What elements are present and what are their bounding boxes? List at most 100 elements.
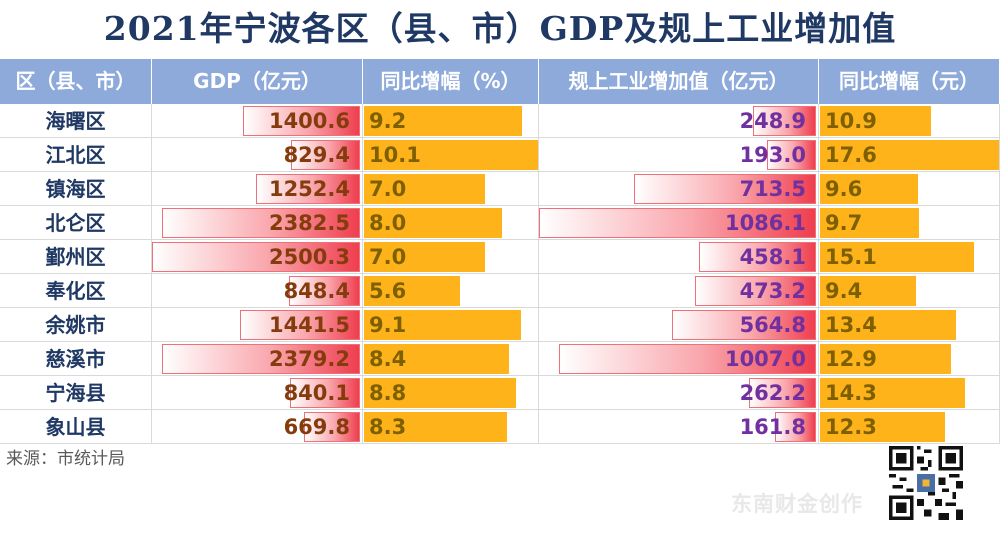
- industry-value: 262.2: [739, 381, 806, 405]
- table-row: 海曙区 1400.6 9.2 248.9 10.9: [0, 104, 1000, 138]
- industry-value: 1007.0: [724, 347, 806, 371]
- gdp-bar: [291, 140, 360, 170]
- gdp-bar: [161, 208, 360, 238]
- industry-growth-value: 15.1: [825, 245, 877, 269]
- industry-growth-value: 12.9: [825, 347, 877, 371]
- district-cell: 余姚市: [0, 308, 152, 342]
- industry-growth-bar: [820, 208, 919, 238]
- gdp-cell: 2500.3: [152, 240, 363, 274]
- gdp-growth-value: 5.6: [369, 279, 407, 303]
- table-row: 慈溪市 2379.2 8.4 1007.0 12.9: [0, 342, 1000, 376]
- gdp-growth-bar: [364, 106, 523, 136]
- table-row: 鄞州区 2500.3 7.0 458.1 15.1: [0, 240, 1000, 274]
- gdp-value: 840.1: [283, 381, 350, 405]
- gdp-cell: 848.4: [152, 274, 363, 308]
- industry-bar: [749, 378, 816, 408]
- gdp-bar: [240, 310, 360, 340]
- industry-bar: [752, 106, 816, 136]
- gdp-value: 2500.3: [268, 245, 350, 269]
- gdp-value: 669.8: [283, 415, 350, 439]
- gdp-cell: 1252.4: [152, 172, 363, 206]
- industry-cell: 262.2: [539, 376, 819, 410]
- industry-value: 1086.1: [724, 211, 806, 235]
- industry-value: 564.8: [739, 313, 806, 337]
- gdp-cell: 1441.5: [152, 308, 363, 342]
- table-row: 象山县 669.8 8.3 161.8 12.3: [0, 410, 1000, 444]
- gdp-growth-value: 7.0: [369, 245, 407, 269]
- gdp-growth-cell: 8.3: [363, 410, 539, 444]
- industry-value: 473.2: [739, 279, 806, 303]
- industry-value: 713.5: [739, 177, 806, 201]
- gdp-growth-bar: [364, 310, 521, 340]
- page-title: 2021年宁波各区（县、市）GDP及规上工业增加值: [103, 9, 897, 48]
- table-row: 江北区 829.4 10.1 193.0 17.6: [0, 138, 1000, 172]
- source-note: 来源：市统计局: [6, 449, 125, 469]
- industry-growth-cell: 15.1: [819, 240, 1000, 274]
- industry-growth-cell: 17.6: [819, 138, 1000, 172]
- industry-growth-cell: 9.4: [819, 274, 1000, 308]
- gdp-growth-value: 8.0: [369, 211, 407, 235]
- gdp-cell: 2379.2: [152, 342, 363, 376]
- industry-growth-bar: [820, 140, 999, 170]
- industry-bar: [766, 140, 816, 170]
- industry-cell: 1086.1: [539, 206, 819, 240]
- gdp-bar: [290, 378, 360, 408]
- district-cell: 江北区: [0, 138, 152, 172]
- industry-growth-cell: 12.3: [819, 410, 1000, 444]
- gdp-value: 1400.6: [268, 109, 350, 133]
- gdp-value: 2382.5: [268, 211, 350, 235]
- industry-bar: [539, 208, 816, 238]
- industry-growth-cell: 10.9: [819, 104, 1000, 138]
- industry-growth-value: 17.6: [825, 143, 877, 167]
- industry-growth-value: 9.7: [825, 211, 863, 235]
- data-table: 区（县、市） GDP（亿元） 同比增幅（%） 规上工业增加值（亿元） 同比增幅（…: [0, 59, 1000, 444]
- table-row: 宁海县 840.1 8.8 262.2 14.3: [0, 376, 1000, 410]
- industry-bar: [671, 310, 816, 340]
- industry-growth-value: 9.6: [825, 177, 863, 201]
- gdp-growth-bar: [364, 378, 516, 408]
- industry-cell: 458.1: [539, 240, 819, 274]
- gdp-value: 829.4: [283, 143, 350, 167]
- gdp-growth-value: 9.2: [369, 109, 407, 133]
- industry-growth-bar: [820, 412, 946, 442]
- table-row: 镇海区 1252.4 7.0 713.5 9.6: [0, 172, 1000, 206]
- industry-cell: 1007.0: [539, 342, 819, 376]
- district-cell: 镇海区: [0, 172, 152, 206]
- industry-cell: 713.5: [539, 172, 819, 206]
- gdp-bar: [304, 412, 360, 442]
- industry-bar: [559, 344, 816, 374]
- industry-bar: [774, 412, 816, 442]
- industry-growth-bar: [820, 378, 966, 408]
- industry-value: 248.9: [739, 109, 806, 133]
- gdp-growth-value: 8.4: [369, 347, 407, 371]
- industry-cell: 248.9: [539, 104, 819, 138]
- gdp-growth-cell: 9.1: [363, 308, 539, 342]
- gdp-value: 1441.5: [268, 313, 350, 337]
- table-row: 北仑区 2382.5 8.0 1086.1 9.7: [0, 206, 1000, 240]
- district-cell: 海曙区: [0, 104, 152, 138]
- industry-growth-cell: 9.6: [819, 172, 1000, 206]
- district-cell: 象山县: [0, 410, 152, 444]
- gdp-growth-cell: 8.8: [363, 376, 539, 410]
- industry-growth-cell: 13.4: [819, 308, 1000, 342]
- gdp-bar: [255, 174, 360, 204]
- gdp-growth-cell: 8.0: [363, 206, 539, 240]
- gdp-growth-value: 7.0: [369, 177, 407, 201]
- industry-growth-cell: 14.3: [819, 376, 1000, 410]
- gdp-growth-value: 8.3: [369, 415, 407, 439]
- industry-growth-value: 14.3: [825, 381, 877, 405]
- gdp-growth-value: 9.1: [369, 313, 407, 337]
- gdp-growth-cell: 7.0: [363, 172, 539, 206]
- district-cell: 奉化区: [0, 274, 152, 308]
- district-cell: 慈溪市: [0, 342, 152, 376]
- gdp-growth-bar: [364, 242, 485, 272]
- gdp-cell: 829.4: [152, 138, 363, 172]
- qr-code: [889, 446, 963, 520]
- industry-bar: [699, 242, 816, 272]
- gdp-cell: 669.8: [152, 410, 363, 444]
- gdp-growth-value: 10.1: [369, 143, 421, 167]
- district-cell: 宁海县: [0, 376, 152, 410]
- gdp-bar: [289, 276, 360, 306]
- industry-growth-value: 13.4: [825, 313, 877, 337]
- gdp-cell: 840.1: [152, 376, 363, 410]
